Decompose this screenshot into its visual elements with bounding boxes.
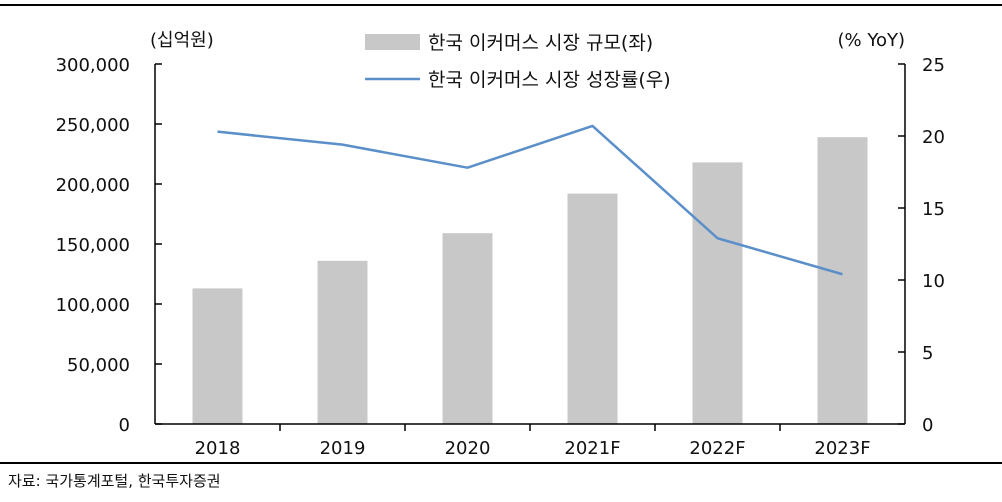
legend-label-line: 한국 이커머스 시장 성장률(우)	[428, 69, 671, 91]
right-tick-label: 10	[922, 271, 945, 292]
top-rule	[0, 4, 1002, 6]
left-axis-unit: (십억원)	[150, 30, 214, 51]
right-tick-label: 25	[922, 55, 945, 76]
right-tick-label: 0	[922, 415, 933, 436]
bar-2019	[317, 260, 368, 424]
x-tick-label: 2019	[320, 438, 366, 459]
bar-2018	[192, 288, 243, 424]
x-tick-label: 2023F	[814, 438, 870, 459]
bar-2021F	[567, 193, 618, 424]
bar-2023F	[817, 137, 868, 424]
left-tick-label: 50,000	[67, 355, 130, 376]
bar-2022F	[692, 162, 743, 424]
bar-2020	[442, 233, 493, 424]
x-tick-label: 2022F	[689, 438, 745, 459]
right-tick-label: 5	[922, 343, 933, 364]
right-axis-unit: (% YoY)	[838, 30, 905, 51]
left-tick-label: 300,000	[56, 55, 130, 76]
x-tick-label: 2020	[445, 438, 491, 459]
left-tick-label: 250,000	[56, 115, 130, 136]
growth-line	[217, 124, 843, 276]
x-tick-label: 2021F	[564, 438, 620, 459]
bar-series	[192, 137, 868, 424]
right-axis-tick-labels: 0 5 10 15 20 25	[922, 55, 945, 436]
source-note: 자료: 국가통계포털, 한국투자증권	[8, 472, 221, 490]
x-tick-label: 2018	[195, 438, 241, 459]
x-axis-tick-labels: 2018 2019 2020 2021F 2022F 2023F	[195, 438, 871, 459]
legend: 한국 이커머스 시장 규모(좌) 한국 이커머스 시장 성장률(우)	[365, 32, 671, 91]
left-tick-label: 200,000	[56, 175, 130, 196]
right-tick-label: 15	[922, 199, 945, 220]
left-tick-label: 150,000	[56, 235, 130, 256]
legend-swatch-bar	[365, 34, 420, 50]
axes	[154, 63, 906, 431]
chart: (십억원) (% YoY) 한국 이커머스 시장 규모(좌) 한국 이커머스 시…	[56, 30, 945, 459]
left-tick-label: 0	[119, 415, 130, 436]
left-tick-label: 100,000	[56, 295, 130, 316]
right-tick-label: 20	[922, 127, 945, 148]
bottom-rule	[0, 462, 1002, 464]
line-series-layer	[217, 124, 843, 276]
legend-label-bar: 한국 이커머스 시장 규모(좌)	[428, 32, 653, 54]
left-axis-tick-labels: 0 50,000 100,000 150,000 200,000 250,000 300,0…	[56, 55, 130, 436]
